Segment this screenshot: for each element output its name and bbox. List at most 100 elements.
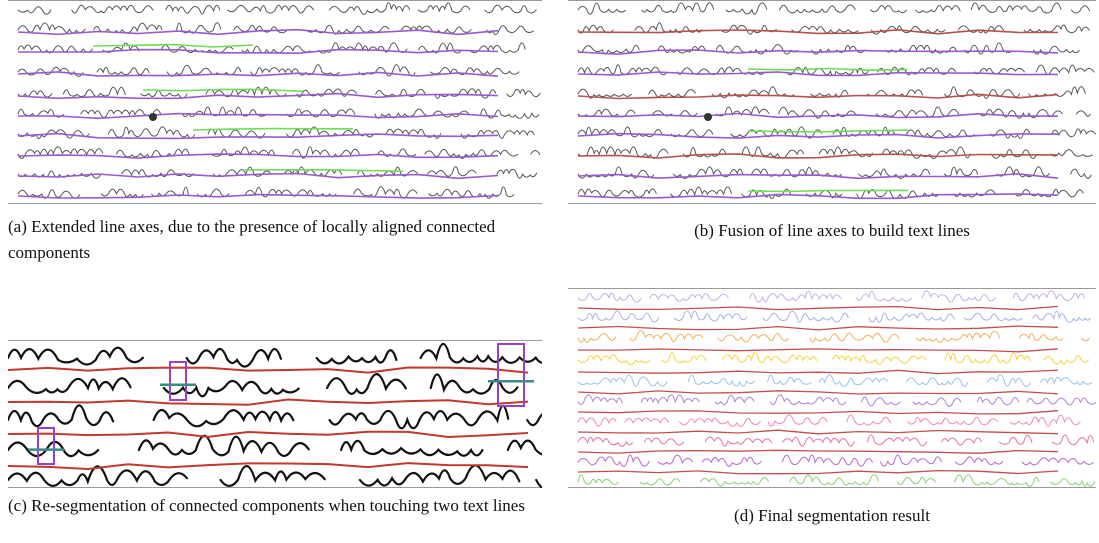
handwriting xyxy=(643,437,685,446)
handwriting xyxy=(227,4,314,14)
handwriting xyxy=(530,149,541,156)
handwriting xyxy=(496,168,538,179)
handwriting xyxy=(577,64,667,76)
text-line-axis xyxy=(577,112,1058,119)
handwriting xyxy=(219,464,326,488)
handwriting xyxy=(1051,128,1096,138)
handwriting xyxy=(875,106,960,118)
caption-label: (c) xyxy=(8,496,27,515)
handwriting xyxy=(868,312,955,323)
handwriting xyxy=(782,436,855,447)
handwriting xyxy=(741,146,804,159)
handwriting xyxy=(657,454,694,465)
handwriting xyxy=(649,293,729,302)
handwriting xyxy=(818,374,888,387)
handwriting xyxy=(577,454,650,467)
handwriting xyxy=(789,474,880,486)
text-line-axis xyxy=(747,67,909,72)
caption: (a) Extended line axes, due to the prese… xyxy=(8,214,548,266)
handwriting xyxy=(687,374,755,387)
handwriting xyxy=(1050,149,1093,157)
handwriting xyxy=(577,166,655,179)
text-line-axis xyxy=(577,172,1059,180)
handwriting xyxy=(778,106,857,119)
handwriting xyxy=(80,109,162,118)
text-line-axis xyxy=(577,93,1059,100)
handwriting xyxy=(151,186,189,198)
text-line-axis xyxy=(577,348,1059,353)
handwriting xyxy=(781,454,873,467)
text-line-axis xyxy=(577,28,1059,35)
handwriting xyxy=(328,404,510,430)
text-line-axis xyxy=(8,398,529,406)
handwriting xyxy=(986,374,1031,388)
text-line-axis xyxy=(17,153,499,159)
handwriting xyxy=(577,474,619,485)
handwriting xyxy=(1050,478,1096,487)
text-line-axis xyxy=(577,429,1059,435)
handwriting xyxy=(417,2,471,14)
handwriting xyxy=(1032,310,1091,324)
text-line-axis xyxy=(17,132,499,140)
handwriting xyxy=(419,342,542,364)
handwriting xyxy=(762,310,849,323)
text-line-axis xyxy=(142,88,304,93)
handwriting xyxy=(915,330,1001,343)
handwriting xyxy=(577,146,669,159)
handwriting xyxy=(315,349,398,365)
handwriting xyxy=(954,474,1040,488)
handwriting xyxy=(286,108,356,118)
handwriting xyxy=(767,374,812,385)
text-line-axis xyxy=(577,153,1059,159)
text-line-axis xyxy=(8,366,529,374)
handwriting xyxy=(577,354,651,365)
handwriting xyxy=(1042,355,1090,365)
handwriting xyxy=(506,439,542,456)
handwriting xyxy=(577,374,668,387)
handwriting xyxy=(673,310,748,322)
text-line-axis xyxy=(577,325,1059,331)
handwriting xyxy=(1018,332,1064,342)
handwriting xyxy=(672,166,744,179)
text-line-axis xyxy=(577,305,1059,311)
handwriting xyxy=(428,186,515,199)
handwriting xyxy=(714,394,755,406)
caption-label: (d) xyxy=(734,506,754,525)
handwriting xyxy=(979,108,1063,119)
handwriting xyxy=(577,188,657,198)
handwriting xyxy=(640,394,700,405)
handwriting xyxy=(340,439,484,457)
handwriting xyxy=(577,436,633,447)
handwriting xyxy=(460,130,535,139)
handwriting xyxy=(8,346,144,366)
handwriting xyxy=(1070,168,1092,179)
text-line-axis xyxy=(577,49,1059,56)
caption-text: Final segmentation result xyxy=(758,506,930,525)
handwriting xyxy=(1009,414,1081,427)
text-line-axis xyxy=(577,390,1059,395)
handwriting xyxy=(577,417,617,427)
text-line-axis xyxy=(18,48,499,55)
handwriting xyxy=(1023,24,1090,34)
handwriting xyxy=(809,332,900,343)
caption: (d) Final segmentation result xyxy=(568,503,1096,529)
caption-label: (b) xyxy=(694,221,714,240)
handwriting xyxy=(577,333,617,343)
handwriting xyxy=(484,4,537,14)
text-line-axis xyxy=(577,132,1059,139)
handwriting xyxy=(17,90,53,98)
handwriting xyxy=(8,465,189,487)
handwriting xyxy=(296,88,358,98)
handwriting xyxy=(970,2,1062,14)
handwriting xyxy=(1028,86,1086,98)
panel-image xyxy=(568,0,1096,204)
bounding-box xyxy=(169,361,187,401)
bounding-box xyxy=(37,427,55,465)
handwriting xyxy=(429,373,519,395)
handwriting xyxy=(181,106,267,118)
handwriting xyxy=(17,6,52,15)
handwriting xyxy=(629,330,704,343)
handwriting xyxy=(1014,188,1084,198)
text-line-axis xyxy=(17,92,499,100)
handwriting xyxy=(17,146,104,159)
